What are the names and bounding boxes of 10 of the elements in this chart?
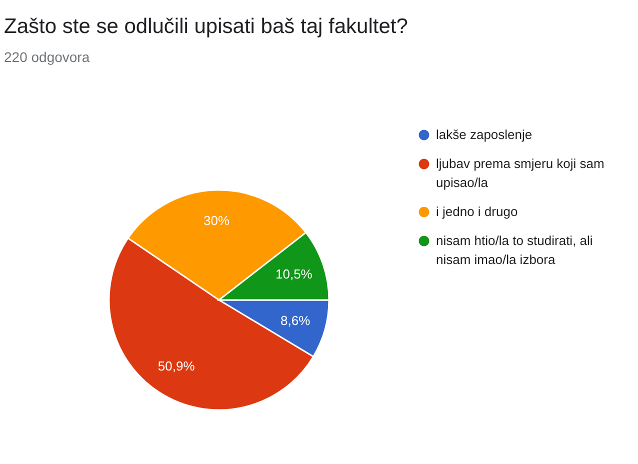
data-label: 30% <box>203 212 230 228</box>
chart-title: Zašto ste se odlučili upisati baš taj fakultet? <box>4 15 408 38</box>
legend-label: ljubav prema smjeru koji sam upisao/la <box>436 156 604 190</box>
legend-label: nisam htio/la to studirati, ali nisam imao/la izbora <box>436 233 593 267</box>
data-label: 8,6% <box>280 313 311 328</box>
data-label: 10,5% <box>275 266 313 282</box>
legend-label: lakše zaposlenje <box>436 127 532 142</box>
chart-subtitle: 220 odgovora <box>4 49 90 65</box>
data-label: 50,9% <box>158 358 196 374</box>
legend-label: i jedno i drugo <box>436 204 518 219</box>
